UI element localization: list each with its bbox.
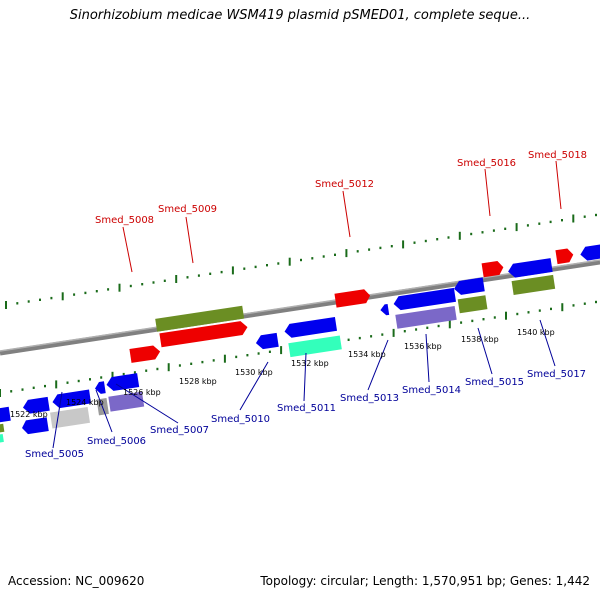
forward-genes — [129, 248, 574, 363]
gene-r4[interactable] — [22, 396, 50, 415]
genome-backbone — [0, 259, 600, 356]
label-smed-5007[interactable]: Smed_5007 — [150, 425, 209, 436]
gene-smed-5014-blue[interactable] — [393, 287, 457, 311]
scale-label-1536: 1536 kbp — [404, 342, 442, 351]
label-smed-5010[interactable]: Smed_5010 — [211, 414, 270, 425]
label-smed-5015[interactable]: Smed_5015 — [465, 377, 524, 388]
label-smed-5012[interactable]: Smed_5012 — [315, 179, 374, 190]
gene-smed-5017-blue[interactable] — [507, 258, 553, 278]
label-smed-5013[interactable]: Smed_5013 — [340, 393, 399, 404]
gene-r1[interactable] — [0, 406, 11, 425]
gene-smed-5010[interactable] — [255, 332, 279, 350]
gene-smed-5015-blue[interactable] — [453, 277, 485, 295]
label-smed-5005[interactable]: Smed_5005 — [25, 449, 84, 460]
scale-label-1524: 1524 kbp — [66, 398, 104, 407]
gene-r6[interactable] — [105, 373, 140, 392]
scale-label-1522: 1522 kbp — [10, 410, 48, 419]
accession-label: Accession: NC_009620 — [8, 574, 145, 588]
top-leader-lines — [122, 160, 562, 273]
gene-smed-5009[interactable] — [159, 320, 248, 348]
gene-smed-5014[interactable] — [395, 305, 457, 329]
bottom-leader-lines — [52, 319, 556, 449]
gene-smed-5013[interactable] — [380, 303, 390, 316]
label-smed-5018[interactable]: Smed_5018 — [528, 150, 587, 161]
gene-r2[interactable] — [0, 423, 5, 435]
outer-tick-track — [5, 213, 597, 309]
gene-smed-5012[interactable] — [334, 289, 371, 308]
label-smed-5011[interactable]: Smed_5011 — [277, 403, 336, 414]
gene-r5[interactable] — [94, 381, 106, 394]
scale-label-1528: 1528 kbp — [179, 377, 217, 386]
label-smed-5006[interactable]: Smed_5006 — [87, 436, 146, 447]
scale-label-1534: 1534 kbp — [348, 350, 386, 359]
gene-smed-5011-blue[interactable] — [284, 316, 338, 339]
label-smed-5017[interactable]: Smed_5017 — [527, 369, 586, 380]
genome-backbone-highlight — [0, 259, 600, 352]
gene-smed-5006[interactable] — [50, 406, 90, 429]
reverse-genes — [0, 243, 600, 445]
scale-label-1526: 1526 kbp — [123, 388, 161, 397]
label-smed-5008[interactable]: Smed_5008 — [95, 215, 154, 226]
label-smed-5014[interactable]: Smed_5014 — [402, 385, 461, 396]
map-title: Sinorhizobium medicae WSM419 plasmid pSM… — [69, 8, 531, 23]
label-smed-5016[interactable]: Smed_5016 — [457, 158, 516, 169]
gene-r3[interactable] — [0, 433, 4, 445]
gene-smed-5011[interactable] — [288, 335, 342, 358]
gene-smed-5018[interactable] — [555, 248, 574, 265]
genome-summary: Topology: circular; Length: 1,570,951 bp… — [260, 574, 590, 588]
label-smed-5009[interactable]: Smed_5009 — [158, 204, 217, 215]
gene-smed-5009-olive[interactable] — [155, 305, 245, 332]
gene-smed-5015[interactable] — [457, 295, 488, 314]
gene-smed-5017[interactable] — [511, 274, 556, 295]
scale-label-1530: 1530 kbp — [235, 368, 273, 377]
scale-label-1532: 1532 kbp — [291, 359, 329, 368]
gene-smed-5008[interactable] — [129, 345, 161, 363]
scale-label-1538: 1538 kbp — [461, 335, 499, 344]
gene-r8[interactable] — [579, 243, 600, 261]
gene-smed-5005b[interactable] — [21, 417, 49, 435]
gene-smed-5016[interactable] — [481, 260, 505, 278]
scale-label-1540: 1540 kbp — [517, 328, 555, 337]
